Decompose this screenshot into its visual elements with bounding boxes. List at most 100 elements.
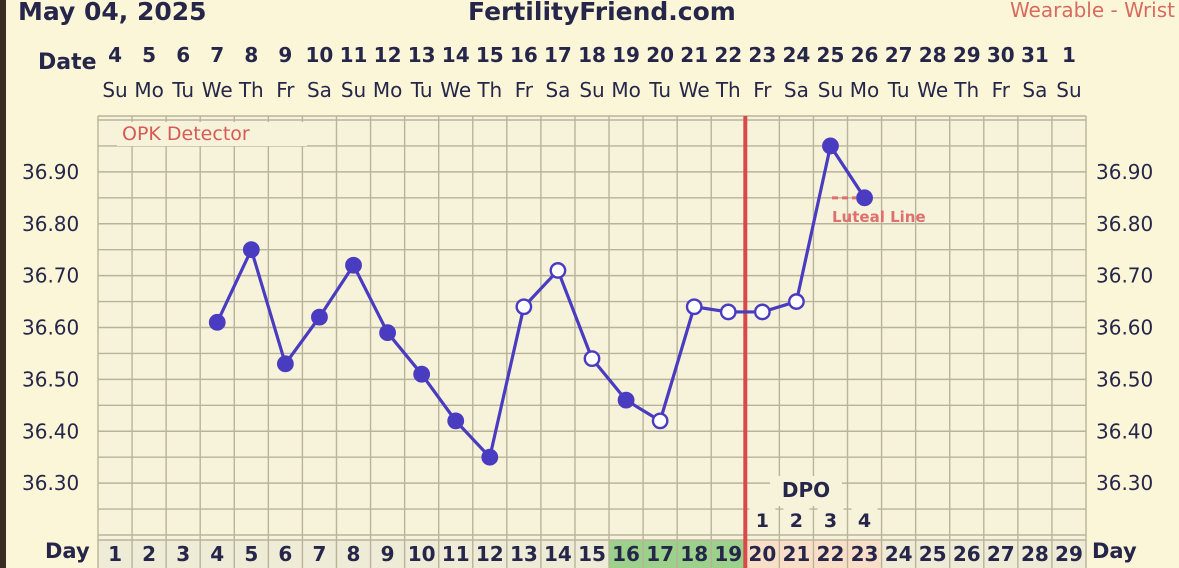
weekday-label: Fr: [515, 78, 534, 102]
temperature-point[interactable]: [345, 256, 362, 274]
temperature-point[interactable]: [311, 308, 328, 326]
date-label: 15: [476, 43, 504, 67]
cycle-day-cell: [949, 540, 984, 568]
weekday-label: Su: [102, 78, 127, 102]
dpo-label: DPO: [782, 478, 830, 502]
temperature-point[interactable]: [515, 298, 533, 316]
day-row-label-right: Day: [1092, 539, 1137, 563]
temperature-point[interactable]: [379, 324, 396, 342]
chart-date: May 04, 2025: [18, 0, 207, 26]
weekday-label: We: [917, 78, 948, 102]
weekday-label: Sa: [784, 78, 809, 102]
cycle-day-cell: [1017, 540, 1052, 568]
dpo-number: 2: [790, 510, 803, 532]
cycle-day-cell: [677, 540, 712, 568]
cycle-day-label: 17: [646, 542, 674, 566]
weekday-label: Tu: [171, 78, 194, 102]
temperature-point[interactable]: [651, 412, 669, 430]
cycle-day-label: 9: [381, 542, 395, 566]
temperature-point[interactable]: [413, 365, 431, 383]
temperature-point[interactable]: [753, 303, 771, 321]
dpo-number-bg: [749, 508, 776, 532]
weekday-label: Mo: [850, 78, 880, 102]
temperature-point[interactable]: [685, 298, 703, 316]
thermometer-type: Wearable - Wrist: [1009, 0, 1175, 22]
day-row-label: Day: [45, 539, 90, 563]
cycle-day-label: 7: [312, 542, 326, 566]
date-label: 5: [142, 43, 156, 67]
temperature-point[interactable]: [856, 189, 873, 207]
date-label: 31: [1021, 43, 1049, 67]
y-tick-label-right: 36.90: [1096, 160, 1153, 184]
opk-detector-label: OPK Detector: [122, 123, 250, 145]
cycle-day-label: 21: [782, 542, 810, 566]
temperature-point[interactable]: [617, 391, 635, 409]
weekday-label: Tu: [887, 78, 910, 102]
y-tick-label: 36.60: [22, 316, 79, 340]
date-label: 30: [987, 43, 1015, 67]
temperature-point[interactable]: [481, 448, 499, 466]
cycle-day-label: 5: [244, 542, 258, 566]
date-label: 22: [714, 43, 742, 67]
cycle-day-cell: [438, 540, 473, 568]
y-tick-label-right: 36.30: [1096, 471, 1153, 495]
date-label: 26: [851, 43, 879, 67]
date-label: 4: [108, 43, 122, 67]
date-label: 20: [646, 43, 674, 67]
dpo-number-bg: [817, 508, 844, 532]
cycle-day-cell: [643, 540, 678, 568]
temperature-point[interactable]: [583, 350, 601, 368]
cycle-day-label: 1: [108, 542, 122, 566]
cycle-day-label: 20: [748, 542, 776, 566]
date-label: 29: [953, 43, 981, 67]
cycle-day-cell: [574, 540, 610, 568]
cycle-day-label: 18: [680, 542, 708, 566]
weekday-label: Su: [579, 78, 604, 102]
weekday-label: Th: [953, 78, 979, 102]
temperature-point[interactable]: [447, 412, 465, 430]
cycle-day-label: 23: [851, 542, 879, 566]
cycle-day-label: 15: [578, 542, 606, 566]
cycle-day-cell: [1051, 540, 1086, 568]
date-label: 24: [782, 43, 810, 67]
cycle-day-label: 6: [278, 542, 292, 566]
cycle-day-label: 19: [714, 542, 742, 566]
cycle-day-cell: [915, 540, 950, 568]
cycle-day-cell: [370, 540, 405, 568]
cycle-day-cell: [881, 540, 916, 568]
luteal-line-label: Luteal Line: [832, 208, 926, 226]
cycle-day-cell: [404, 540, 439, 568]
weekday-label: Su: [1056, 78, 1081, 102]
temperature-point[interactable]: [242, 241, 260, 259]
date-row-label: Date: [38, 50, 97, 75]
cycle-day-cell: [472, 540, 507, 568]
dpo-number: 1: [756, 510, 769, 532]
dpo-number-bg: [783, 508, 810, 532]
weekday-label: Sa: [1022, 78, 1047, 102]
date-label: 28: [919, 43, 947, 67]
temperature-point[interactable]: [719, 303, 737, 321]
cycle-day-label: 12: [476, 542, 504, 566]
weekday-label: Fr: [276, 78, 295, 102]
cycle-day-cell: [166, 540, 201, 568]
weekday-label: Su: [818, 78, 843, 102]
cycle-day-cell: [268, 540, 303, 568]
temperature-point[interactable]: [208, 313, 226, 331]
date-label: 10: [306, 43, 334, 67]
cycle-day-label: 24: [885, 542, 913, 566]
cycle-day-label: 29: [1055, 542, 1083, 566]
y-tick-label: 36.80: [22, 212, 79, 236]
temperature-point[interactable]: [788, 293, 805, 310]
cycle-day-cell: [132, 540, 167, 568]
y-tick-label: 36.50: [22, 367, 79, 391]
weekday-label: Mo: [611, 78, 641, 102]
cycle-day-label: 28: [1021, 542, 1049, 566]
y-tick-label-right: 36.40: [1096, 419, 1153, 443]
temperature-point[interactable]: [549, 262, 567, 279]
temperature-point[interactable]: [276, 355, 294, 373]
temperature-point[interactable]: [822, 137, 839, 155]
weekday-label: Fr: [992, 78, 1011, 102]
y-tick-label-right: 36.80: [1096, 212, 1153, 236]
site-name[interactable]: FertilityFriend.com: [468, 0, 736, 26]
